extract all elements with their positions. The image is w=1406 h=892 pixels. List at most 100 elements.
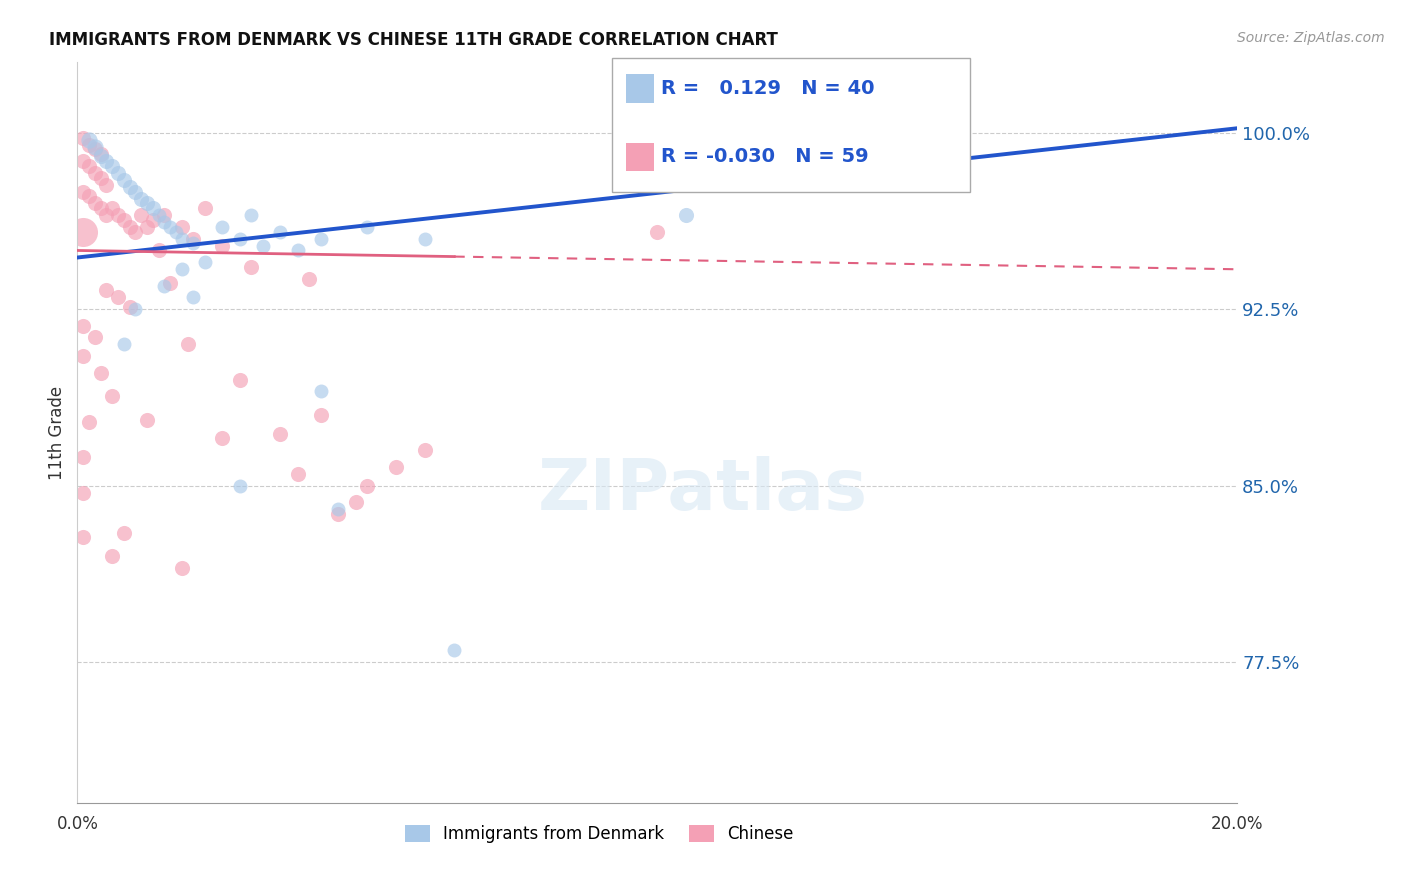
Text: ZIPatlas: ZIPatlas [538,456,868,525]
Point [112,173,135,187]
Point [136,413,159,427]
Point [96,178,118,192]
Point [90,366,111,380]
Y-axis label: 11th Grade: 11th Grade [48,385,66,480]
Point [170,262,193,277]
Point [344,495,367,509]
Point [153,278,176,293]
Point [136,219,159,234]
Point [269,225,291,239]
Point [153,208,176,222]
Text: 0.0%: 0.0% [56,814,98,832]
Point [72,450,94,465]
Point [211,432,233,446]
Point [107,208,129,222]
Point [124,302,146,317]
Point [77,189,100,203]
Point [228,478,252,492]
Point [443,643,465,657]
Point [83,330,105,344]
Point [194,201,217,215]
Point [112,525,135,540]
Point [72,318,94,333]
Point [72,185,94,199]
Point [165,225,187,239]
Point [413,232,436,246]
Point [159,219,181,234]
Point [385,459,408,474]
Point [170,219,193,234]
Point [96,284,118,298]
Point [142,213,165,227]
Point [101,389,124,403]
Point [129,208,152,222]
Point [77,159,100,173]
Point [309,384,332,399]
Point [101,159,124,173]
Point [309,232,332,246]
Point [413,443,436,458]
Point [136,196,159,211]
Point [72,130,94,145]
Point [83,166,105,180]
Point [77,415,100,429]
Point [90,147,111,161]
Point [183,232,205,246]
Point [211,219,233,234]
Point [72,154,94,169]
Point [72,485,94,500]
Point [183,236,205,251]
Point [101,201,124,215]
Point [328,507,350,521]
Point [159,277,181,291]
Point [240,208,263,222]
Point [240,260,263,274]
Point [148,244,170,258]
Point [129,192,152,206]
Point [90,170,111,185]
Point [252,239,274,253]
Point [269,426,291,441]
Point [356,219,378,234]
Point [83,140,105,154]
Point [124,225,146,239]
Point [287,467,309,481]
Point [90,201,111,215]
Point [675,208,697,222]
Point [142,201,165,215]
Point [77,137,100,152]
Point [118,180,141,194]
Point [72,225,94,239]
Point [176,337,198,351]
Point [287,244,309,258]
Point [309,408,332,422]
Point [96,208,118,222]
Point [83,196,105,211]
Text: IMMIGRANTS FROM DENMARK VS CHINESE 11TH GRADE CORRELATION CHART: IMMIGRANTS FROM DENMARK VS CHINESE 11TH … [49,31,778,49]
Point [170,561,193,575]
Point [647,225,669,239]
Point [617,130,640,145]
Point [72,349,94,363]
Text: Source: ZipAtlas.com: Source: ZipAtlas.com [1237,31,1385,45]
Point [83,142,105,156]
Legend: Immigrants from Denmark, Chinese: Immigrants from Denmark, Chinese [398,819,800,850]
Point [118,219,141,234]
Point [148,208,170,222]
Point [228,373,252,387]
Point [90,149,111,163]
Point [298,271,321,285]
Point [72,530,94,544]
Point [124,185,146,199]
Text: R = -0.030   N = 59: R = -0.030 N = 59 [661,147,869,167]
Point [112,337,135,351]
Point [228,232,252,246]
Point [77,133,100,147]
Point [107,166,129,180]
Point [328,502,350,516]
Point [118,300,141,314]
Point [96,154,118,169]
Point [183,290,205,304]
Point [356,478,378,492]
Point [194,255,217,269]
